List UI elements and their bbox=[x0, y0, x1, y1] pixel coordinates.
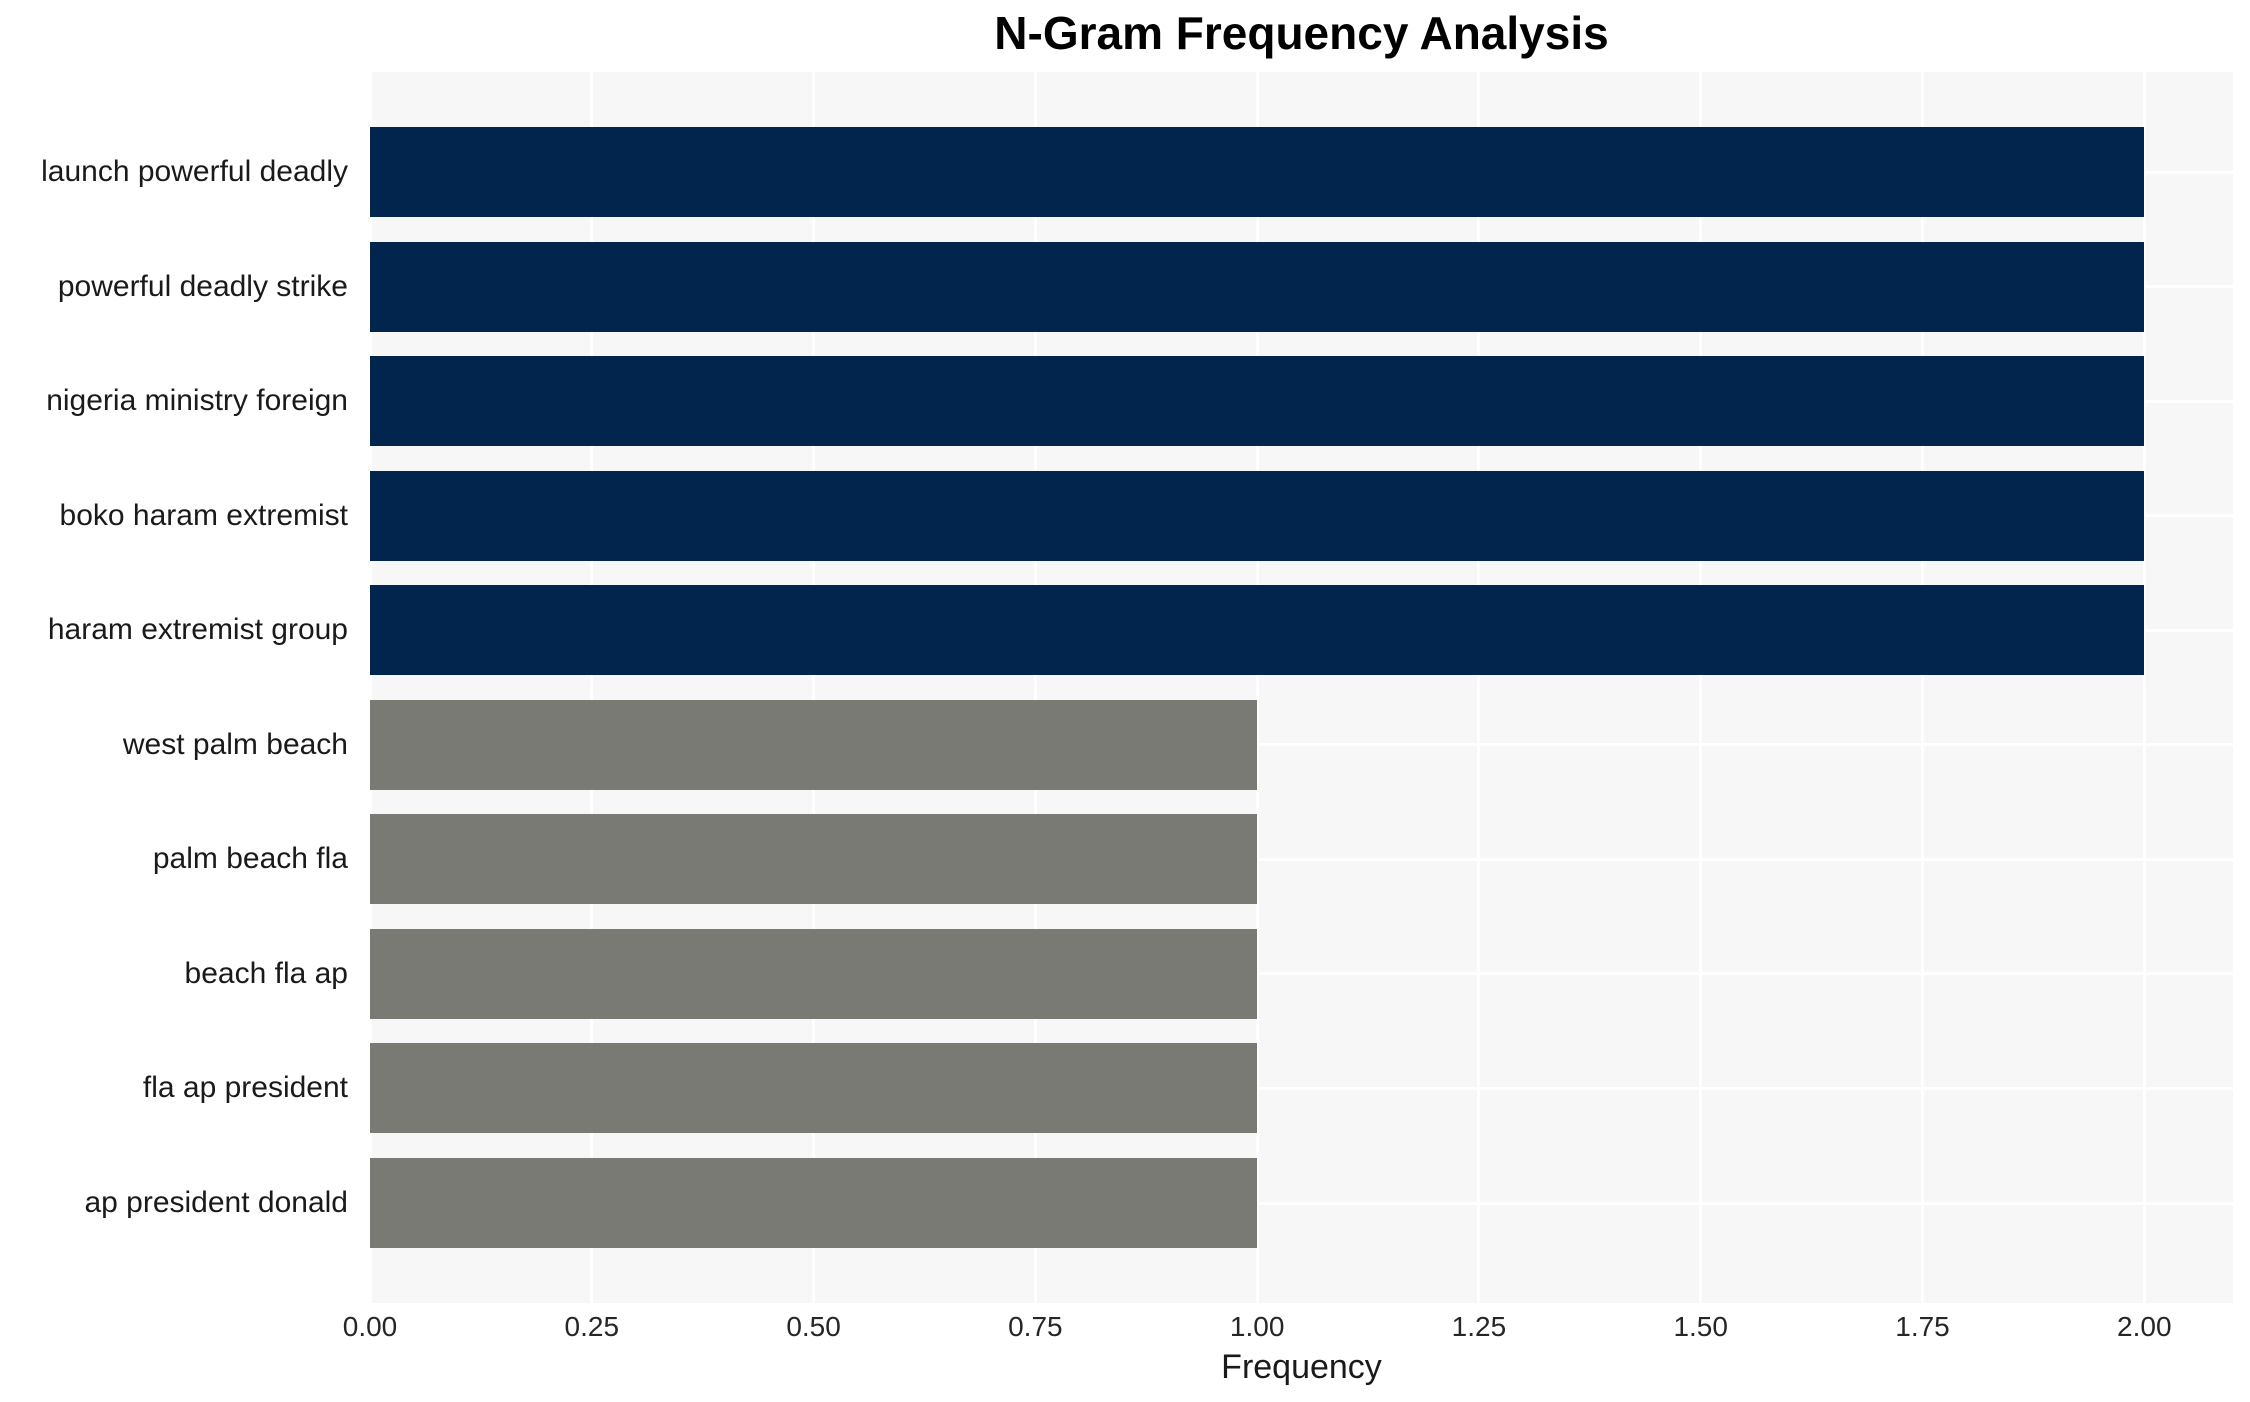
bar bbox=[370, 1043, 1258, 1134]
gridline-vertical bbox=[1921, 72, 1924, 1303]
bar bbox=[370, 699, 1258, 790]
bar bbox=[370, 241, 2145, 332]
bar bbox=[370, 814, 1258, 905]
gridline-vertical bbox=[812, 72, 816, 1303]
gridline-horizontal bbox=[370, 743, 2233, 747]
x-tick-label: 0.00 bbox=[342, 1311, 398, 1342]
y-tick-label: nigeria ministry foreign bbox=[46, 384, 348, 418]
gridline-horizontal bbox=[370, 1201, 2233, 1205]
y-tick-label: ap president donald bbox=[84, 1186, 348, 1219]
gridline-horizontal bbox=[370, 857, 2233, 861]
y-tick-label: west palm beach bbox=[122, 727, 348, 761]
bar bbox=[370, 928, 1258, 1019]
gridline-vertical bbox=[370, 72, 372, 1303]
bar bbox=[370, 585, 2145, 676]
gridline-vertical bbox=[1477, 72, 1481, 1303]
y-tick-label: fla ap president bbox=[142, 1071, 348, 1105]
x-axis-title: Frequency bbox=[1221, 1348, 1382, 1386]
y-tick-label: boko haram extremist bbox=[59, 498, 348, 532]
x-tick-label: 0.25 bbox=[564, 1311, 620, 1342]
x-tick-label: 0.75 bbox=[1008, 1311, 1063, 1342]
x-axis: 0.00 0.25 0.50 0.75 1.00 1.25 1.50 1.75 2.00 bbox=[343, 1303, 2233, 1349]
y-tick-label: haram extremist group bbox=[47, 613, 348, 647]
bar bbox=[370, 127, 2145, 217]
y-axis-labels: launch powerful deadly powerful deadly st… bbox=[0, 72, 348, 1303]
x-tick-label: 1.25 bbox=[1451, 1311, 1507, 1342]
y-tick-label: beach fla ap bbox=[184, 956, 348, 990]
y-tick-label: launch powerful deadly bbox=[41, 155, 348, 188]
gridline-vertical bbox=[1255, 72, 1259, 1303]
x-tick-label: 0.50 bbox=[786, 1311, 841, 1342]
x-tick-label: 2.00 bbox=[2117, 1311, 2172, 1342]
gridline-horizontal bbox=[370, 972, 2233, 976]
x-tick-label: 1.75 bbox=[1895, 1311, 1950, 1342]
chart-title: N-Gram Frequency Analysis bbox=[994, 7, 1609, 59]
x-tick-label: 1.50 bbox=[1673, 1311, 1728, 1342]
y-tick-label: powerful deadly strike bbox=[57, 269, 348, 303]
y-tick-label: palm beach fla bbox=[152, 842, 348, 876]
gridline-vertical bbox=[2142, 72, 2146, 1303]
bar bbox=[370, 1158, 1258, 1248]
plot-area bbox=[370, 72, 2233, 1303]
bar bbox=[370, 356, 2145, 447]
gridline-vertical bbox=[1699, 72, 1703, 1303]
bar bbox=[370, 470, 2145, 561]
x-tick-label: 1.00 bbox=[1229, 1311, 1285, 1342]
gridline-vertical bbox=[1033, 72, 1037, 1303]
gridline-horizontal bbox=[370, 1086, 2233, 1090]
gridline-vertical bbox=[590, 72, 594, 1303]
